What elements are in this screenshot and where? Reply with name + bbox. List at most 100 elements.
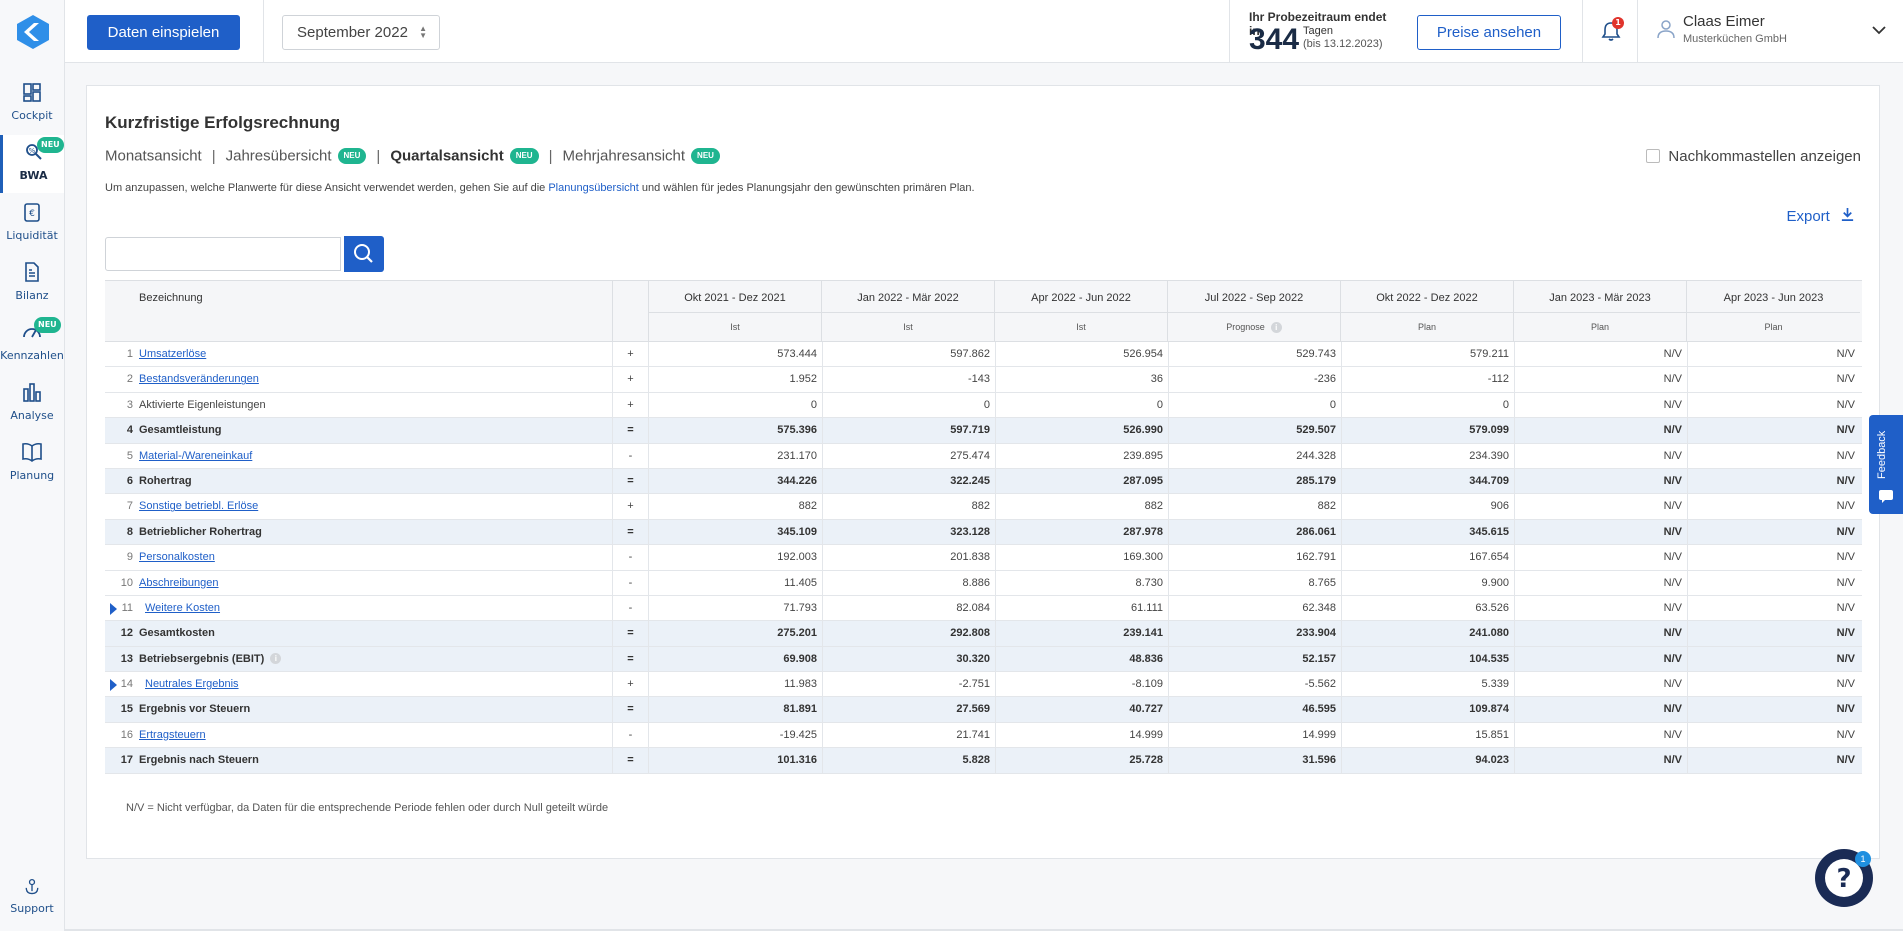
cell-divider (1687, 519, 1688, 545)
search-input[interactable] (105, 237, 341, 271)
period-label: Okt 2022 - Dez 2022 (1341, 281, 1513, 313)
cell-divider (1514, 519, 1515, 545)
cell-divider (1687, 697, 1688, 722)
app-logo-icon[interactable] (17, 15, 49, 49)
cell-divider (1168, 570, 1169, 595)
view-prices-button[interactable]: Preise ansehen (1417, 15, 1561, 50)
value-cell: 11.405 (784, 576, 817, 589)
cell-divider (1687, 646, 1688, 672)
value-cell: 345.109 (777, 525, 817, 538)
row-label[interactable]: Ertragsteuern (139, 728, 206, 741)
cell-divider (1341, 392, 1342, 418)
value-cell: N/V (1836, 525, 1855, 538)
sidebar-item-bilanz[interactable]: Bilanz (0, 255, 64, 313)
cell-divider (1168, 621, 1169, 646)
tab-mehrjahresansicht[interactable]: Mehrjahresansicht (562, 147, 686, 165)
cell-divider (1514, 367, 1515, 392)
row-label[interactable]: Bestandsveränderungen (139, 373, 259, 386)
row-label[interactable]: Personalkosten (139, 551, 215, 564)
info-icon[interactable]: i (1270, 322, 1282, 334)
svg-text:?: ? (1836, 864, 1851, 894)
new-badge: NEU (34, 317, 61, 333)
value-cell: 882 (798, 500, 817, 513)
row-label[interactable]: Material-/Wareneinkauf (139, 449, 253, 462)
row-label[interactable]: Umsatzerlöse (139, 348, 207, 360)
info-icon[interactable]: i (270, 653, 282, 665)
cell-divider (1168, 595, 1169, 621)
row-number: 6 (126, 474, 133, 487)
table-row: 17 Ergebnis nach Steuern = 101.316 5.828 25.7… (105, 748, 1862, 774)
row-label[interactable]: Weitere Kosten (145, 601, 221, 614)
row-operator: + (627, 398, 634, 411)
dashboard-icon (23, 83, 41, 102)
cell-divider (1168, 545, 1169, 570)
cell-divider (1687, 468, 1688, 494)
cell-divider (1341, 519, 1342, 545)
value-cell: 244.328 (1296, 449, 1336, 462)
checkbox-icon[interactable] (1646, 149, 1661, 163)
expand-arrow-icon[interactable] (110, 679, 117, 692)
row-operator: = (627, 474, 634, 487)
new-badge: NEU (691, 148, 720, 165)
operator-cell (612, 545, 649, 570)
row-label[interactable]: Sonstige betriebl. Erlöse (139, 500, 259, 513)
table-row: 1 Umsatzerlöse +573.444 597.862 526.954 529.7… (105, 342, 1862, 368)
value-cell: 526.954 (1123, 348, 1163, 360)
row-operator: = (627, 703, 634, 716)
value-cell: 882 (971, 500, 990, 513)
value-cell: 36 (1150, 373, 1163, 386)
table-row: 8 Betrieblicher Rohertrag = 345.109 323.128 2… (105, 519, 1862, 546)
tab-jahresübersicht[interactable]: Jahresübersicht (225, 147, 332, 165)
cell-divider (995, 519, 996, 545)
cell-divider (1168, 443, 1169, 468)
cell-divider (1514, 672, 1515, 697)
period-type: Plan (1417, 322, 1436, 332)
chevron-down-icon[interactable] (1871, 25, 1887, 35)
sidebar-item-cockpit[interactable]: Cockpit (0, 75, 64, 133)
month-select[interactable]: September 2022 ▲ ▼ (282, 15, 440, 50)
hint-before: Um anzupassen, welche Planwerte für dies… (105, 182, 549, 194)
cell-divider (995, 494, 996, 519)
sidebar-item-bwa[interactable]: % BWA NEU (0, 135, 64, 193)
feedback-tab[interactable]: Feedback (1869, 415, 1903, 514)
value-cell: 15.851 (1475, 728, 1509, 741)
value-cell: 597.719 (950, 424, 990, 437)
value-cell: -112 (1487, 373, 1509, 386)
row-operator: + (627, 373, 634, 386)
support-icon (25, 878, 39, 895)
hint-text: Um anzupassen, welche Planwerte für dies… (105, 182, 975, 194)
value-cell: 31.596 (1302, 754, 1336, 767)
value-cell: 192.003 (777, 551, 817, 564)
expand-arrow-icon[interactable] (110, 602, 117, 615)
value-cell: 11.983 (784, 678, 817, 691)
value-cell: 46.595 (1302, 703, 1336, 716)
row-label[interactable]: Neutrales Ergebnis (145, 678, 239, 691)
tab-quartalsansicht[interactable]: Quartalsansicht (390, 147, 504, 165)
tab-monatsansicht[interactable]: Monatsansicht (105, 147, 202, 165)
sidebar-item-liquiditt[interactable]: € Liquidität (0, 195, 64, 253)
sidebar-item-planung[interactable]: Planung (0, 435, 64, 493)
search-button[interactable] (344, 236, 384, 272)
sidebar-item-kennzahlen[interactable]: Kennzahlen NEU (0, 315, 64, 373)
sidebar-item-analyse[interactable]: Analyse (0, 375, 64, 433)
period-type: Ist (730, 322, 740, 332)
value-cell: 287.978 (1123, 525, 1163, 538)
page-title: Kurzfristige Erfolgsrechnung (105, 113, 341, 132)
planning-overview-link[interactable]: Planungsübersicht (548, 182, 639, 194)
cell-divider (1514, 595, 1515, 621)
gauge-icon (23, 328, 41, 338)
export-button[interactable]: Export (1786, 207, 1855, 225)
table-row: 10 Abschreibungen - 11.405 8.886 8.730 8.765 9.… (105, 570, 1862, 596)
value-cell: 579.099 (1469, 424, 1509, 437)
cell-divider (1514, 418, 1515, 443)
sidebar-item-support[interactable]: Support (0, 872, 64, 930)
decimals-checkbox[interactable]: Nachkommastellen anzeigen (1646, 148, 1861, 165)
import-data-button[interactable]: Daten einspielen (87, 15, 240, 50)
row-label: Rohertrag (139, 474, 192, 487)
cell-divider (822, 342, 823, 367)
row-label[interactable]: Abschreibungen (139, 576, 219, 589)
search-icon (354, 244, 373, 263)
value-cell: 8.765 (1308, 576, 1336, 589)
user-name[interactable]: Claas Eimer (1683, 13, 1765, 30)
period-column-header: Jan 2023 - Mär 2023 Plan (1514, 281, 1687, 342)
